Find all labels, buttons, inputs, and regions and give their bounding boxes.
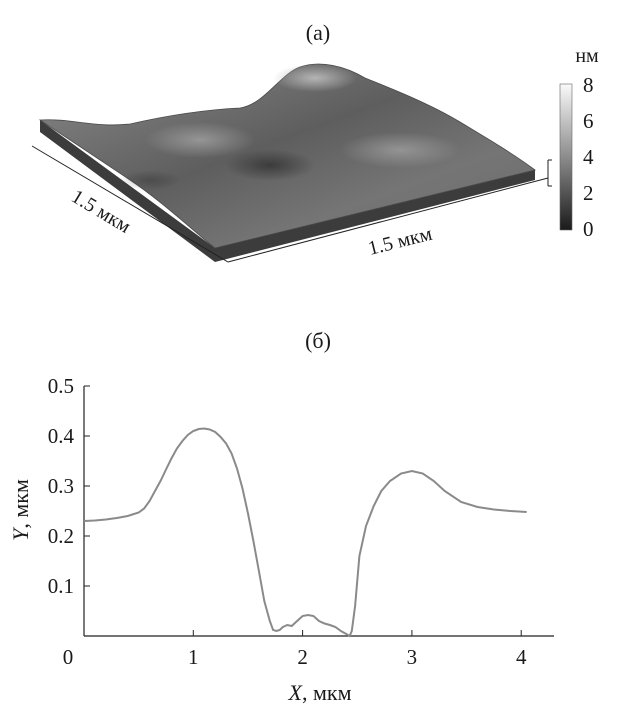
axis-left-line	[31, 145, 229, 263]
x-tick-label: 4	[516, 645, 527, 669]
y-axis-symbol: Y	[8, 526, 33, 541]
profile-series-line	[83, 427, 527, 638]
colorbar-tick: 6	[583, 109, 594, 133]
profile-plot: 0 1 2 3 4 0.1 0.2 0.3 0.4 0.5	[48, 374, 554, 669]
y-axis-label: Y, мкм	[8, 479, 33, 541]
x-tick-label: 2	[297, 645, 308, 669]
y-tick-label: 0.1	[48, 574, 74, 598]
y-axis-unit: , мкм	[8, 479, 33, 529]
colorbar-unit: нм	[575, 45, 599, 67]
y-tick-label: 0.3	[48, 474, 74, 498]
colorbar	[559, 83, 573, 231]
x-tick-label: 3	[407, 645, 418, 669]
x-axis-symbol: X	[288, 680, 304, 705]
panel-a-label: (a)	[306, 20, 330, 45]
axis-right-line	[227, 177, 549, 263]
surface-pit	[225, 149, 315, 181]
x-tick-label: 0	[63, 645, 74, 669]
x-tick-label: 1	[188, 645, 199, 669]
afm-3d-surface	[31, 63, 552, 263]
y-tick-label: 0.4	[48, 424, 75, 448]
surface-peak	[273, 64, 357, 92]
x-axis-label: X, мкм	[288, 680, 352, 705]
colorbar-tick: 0	[583, 217, 594, 241]
colorbar-tick: 2	[583, 181, 594, 205]
colorbar-tick: 8	[583, 73, 594, 97]
y-tick-label: 0.5	[48, 374, 74, 398]
y-tick-label: 0.2	[48, 524, 74, 548]
colorbar-tick: 4	[583, 145, 594, 169]
x-axis-unit: , мкм	[302, 680, 352, 705]
axis-right-label: 1.5 мкм	[366, 223, 435, 260]
chart-title: (б)	[305, 328, 331, 353]
